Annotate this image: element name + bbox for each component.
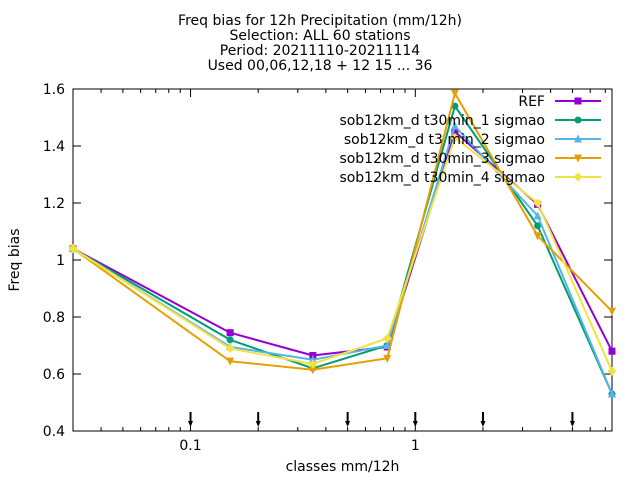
title-line: Period: 20211110-20211114 — [220, 43, 420, 59]
data-point — [450, 89, 459, 98]
legend-label: REF — [518, 94, 545, 110]
legend: REF sob12km_d t30min_1 sigmao sob12km_d t3… — [339, 94, 601, 186]
data-point — [225, 343, 235, 353]
legend-label: sob12km_d t30min_1 sigmao — [339, 113, 545, 129]
threshold-marker-head — [480, 421, 486, 427]
legend-label: sob12km_d t30min_3 sigmao — [339, 151, 545, 167]
data-point — [308, 355, 317, 364]
threshold-marker-head — [569, 421, 575, 427]
data-point — [534, 222, 542, 230]
threshold-marker-head — [345, 421, 351, 427]
threshold-markers — [188, 412, 575, 427]
data-point — [573, 172, 583, 182]
data-point — [608, 347, 616, 355]
data-point — [574, 134, 582, 143]
title-line: Selection: ALL 60 stations — [229, 28, 410, 44]
data-point — [608, 307, 616, 316]
title-line: Freq bias for 12h Precipitation (mm/12h) — [178, 13, 462, 29]
data-point — [450, 121, 459, 130]
data-point — [226, 336, 234, 344]
y-tick-label: 1 — [56, 253, 65, 269]
data-point — [574, 154, 582, 163]
legend-label: sob12km_d t3 min_2 sigmao — [344, 132, 545, 148]
y-tick-label: 1.4 — [43, 139, 65, 155]
data-point — [450, 132, 460, 142]
threshold-marker-head — [412, 421, 418, 427]
data-point — [533, 211, 542, 220]
x-tick-label: 0.1 — [179, 438, 201, 454]
series-lines — [68, 89, 617, 398]
data-point — [308, 359, 318, 369]
data-point — [451, 102, 459, 110]
data-point — [383, 354, 392, 363]
y-axis-label: Freq bias — [7, 228, 23, 291]
data-point — [607, 366, 617, 376]
data-point — [226, 329, 234, 337]
data-point — [226, 357, 235, 366]
data-point — [533, 198, 543, 208]
x-axis-label: classes mm/12h — [286, 459, 400, 475]
threshold-marker-head — [255, 421, 261, 427]
data-point — [533, 232, 542, 241]
threshold-marker-head — [188, 421, 194, 427]
data-point — [68, 244, 78, 254]
data-point — [308, 366, 317, 375]
data-point — [608, 389, 616, 398]
y-tick-label: 0.6 — [43, 367, 65, 383]
axis-ticks: 0.4 0.6 0.8 1 1.2 1.4 1.6 0.1 1 — [43, 82, 612, 454]
series — [68, 132, 617, 376]
title-line: Used 00,06,12,18 + 12 15 ... 36 — [208, 58, 433, 74]
legend-label: sob12km_d t30min_4 sigmao — [339, 170, 545, 186]
y-tick-label: 1.6 — [43, 82, 65, 98]
chart-title: Freq bias for 12h Precipitation (mm/12h)… — [178, 13, 462, 74]
x-tick-label: 1 — [411, 438, 420, 454]
data-point — [451, 128, 459, 136]
y-tick-label: 0.8 — [43, 310, 65, 326]
y-tick-label: 1.2 — [43, 196, 65, 212]
y-tick-label: 0.4 — [43, 424, 65, 440]
data-point — [382, 333, 392, 343]
data-point — [574, 116, 582, 124]
data-point — [574, 97, 582, 105]
series-line — [72, 105, 613, 395]
